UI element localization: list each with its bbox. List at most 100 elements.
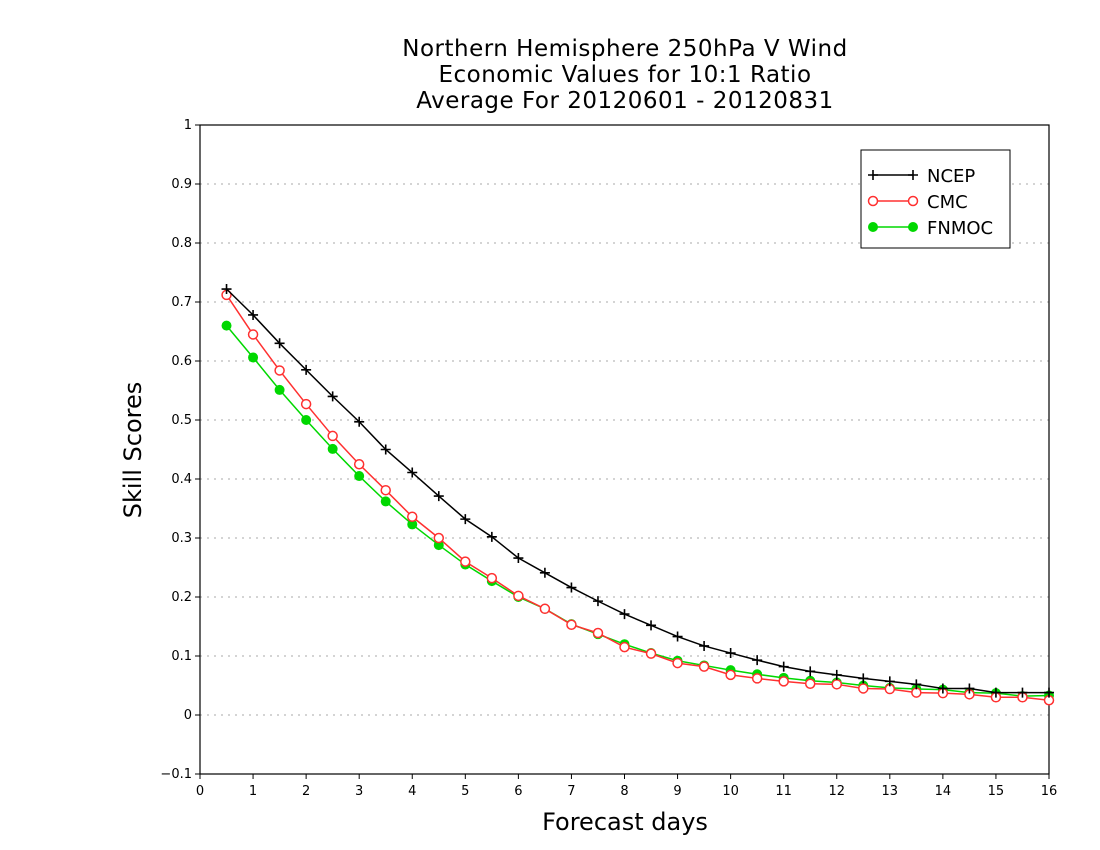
fnmoc-point <box>354 471 365 482</box>
y-tick-label: 0.3 <box>171 531 192 546</box>
cmc-point <box>433 532 445 544</box>
x-tick-label: 13 <box>882 784 899 799</box>
ncep-point <box>964 683 975 694</box>
fnmoc-point <box>248 352 259 363</box>
fnmoc-point <box>221 320 232 331</box>
cmc-point <box>300 398 312 410</box>
cmc-point <box>804 678 816 689</box>
grid-layer <box>200 183 1049 716</box>
ncep-line <box>226 288 1049 694</box>
cmc-point <box>407 511 418 523</box>
ncep-point <box>646 620 657 631</box>
fnmoc-point <box>274 384 285 395</box>
ncep-point <box>407 467 418 478</box>
ncep-point <box>672 631 683 642</box>
fnmoc-line <box>225 325 1050 697</box>
cmc-point <box>698 661 710 672</box>
x-tick-label: 12 <box>828 784 845 799</box>
chart-title-line-2: Economic Values for 10:1 Ratio <box>438 62 812 88</box>
cmc-line <box>225 294 1050 701</box>
fnmoc-point <box>908 222 918 232</box>
ncep-point <box>433 491 444 502</box>
ncep-point <box>221 284 232 295</box>
x-tick-label: 3 <box>355 784 363 799</box>
y-tick-label: 0.2 <box>171 590 192 605</box>
ncep-point <box>1017 687 1028 698</box>
ncep-point <box>911 679 922 690</box>
cmc-point <box>486 572 498 584</box>
ncep-point <box>699 640 710 651</box>
ncep-point <box>619 609 630 620</box>
x-tick-label: 14 <box>935 784 952 799</box>
ncep-point <box>513 553 524 564</box>
cmc-point <box>274 365 285 376</box>
ncep-point <box>301 364 312 375</box>
ncep-point <box>354 416 365 427</box>
ncep-point <box>248 309 259 320</box>
x-tick-label: 4 <box>408 784 416 799</box>
cmc-point <box>592 627 604 639</box>
y-tick-label: 0.9 <box>171 177 192 192</box>
x-tick-label: 15 <box>988 784 1005 799</box>
x-axis-label: Forecast days <box>542 808 708 836</box>
legend-entry-cmc: CMC <box>867 192 968 213</box>
x-tick-label: 1 <box>249 784 257 799</box>
x-tick-label: 2 <box>302 784 310 799</box>
x-tick-label: 16 <box>1041 784 1058 799</box>
ncep-point <box>884 676 895 687</box>
ncep-point <box>725 648 736 659</box>
ncep-point <box>460 514 471 525</box>
cmc-point <box>867 195 879 207</box>
x-tick-label: 7 <box>567 784 575 799</box>
legend-entry-ncep: NCEP <box>868 166 975 187</box>
ncep-point <box>858 673 869 684</box>
y-tick-label: 0.4 <box>171 472 192 487</box>
fnmoc-series <box>221 320 1054 702</box>
cmc-point <box>858 683 869 694</box>
cmc-point <box>907 195 919 207</box>
ncep-point <box>831 669 842 680</box>
cmc-point <box>247 329 259 340</box>
ncep-point <box>486 531 497 542</box>
x-tick-label: 9 <box>673 784 681 799</box>
y-tick-label: 0.1 <box>171 649 192 664</box>
cmc-point <box>751 673 763 684</box>
chart-title-line-3: Average For 20120601 - 20120831 <box>416 88 834 114</box>
fnmoc-point <box>868 222 878 232</box>
y-tick-label: −0.1 <box>160 767 192 782</box>
ncep-point <box>566 582 577 593</box>
x-tick-label: 10 <box>722 784 739 799</box>
cmc-point <box>911 687 922 698</box>
ncep-point <box>380 444 391 455</box>
x-tick-label: 6 <box>514 784 522 799</box>
legend-label: CMC <box>927 192 968 213</box>
y-axis-label: Skill Scores <box>119 381 147 519</box>
cmc-point <box>460 556 471 567</box>
fnmoc-point <box>380 496 391 507</box>
legend-label: NCEP <box>927 166 975 187</box>
chart-title-line-1: Northern Hemisphere 250hPa V Wind <box>402 36 848 62</box>
cmc-point <box>513 590 524 602</box>
x-tick-label: 11 <box>775 784 792 799</box>
ncep-point <box>868 170 878 180</box>
series-layer <box>221 284 1055 706</box>
cmc-point <box>778 676 789 687</box>
cmc-point <box>380 484 391 496</box>
legend-box <box>860 149 1011 249</box>
x-tick-label: 0 <box>196 784 204 799</box>
y-tick-label: 0.5 <box>171 413 192 428</box>
cmc-series <box>221 289 1055 706</box>
x-tick-label: 5 <box>461 784 469 799</box>
y-tick-label: 0 <box>184 708 192 723</box>
y-tick-label: 0.6 <box>171 354 192 369</box>
y-tick-label: 1 <box>184 118 192 133</box>
x-tick-label: 8 <box>620 784 628 799</box>
y-tick-label: 0.8 <box>171 236 192 251</box>
cmc-point <box>327 430 338 442</box>
ncep-point <box>539 567 550 578</box>
ncep-point <box>908 170 918 180</box>
ncep-point <box>1044 687 1054 698</box>
cmc-point <box>672 657 683 669</box>
ncep-point <box>274 338 285 349</box>
